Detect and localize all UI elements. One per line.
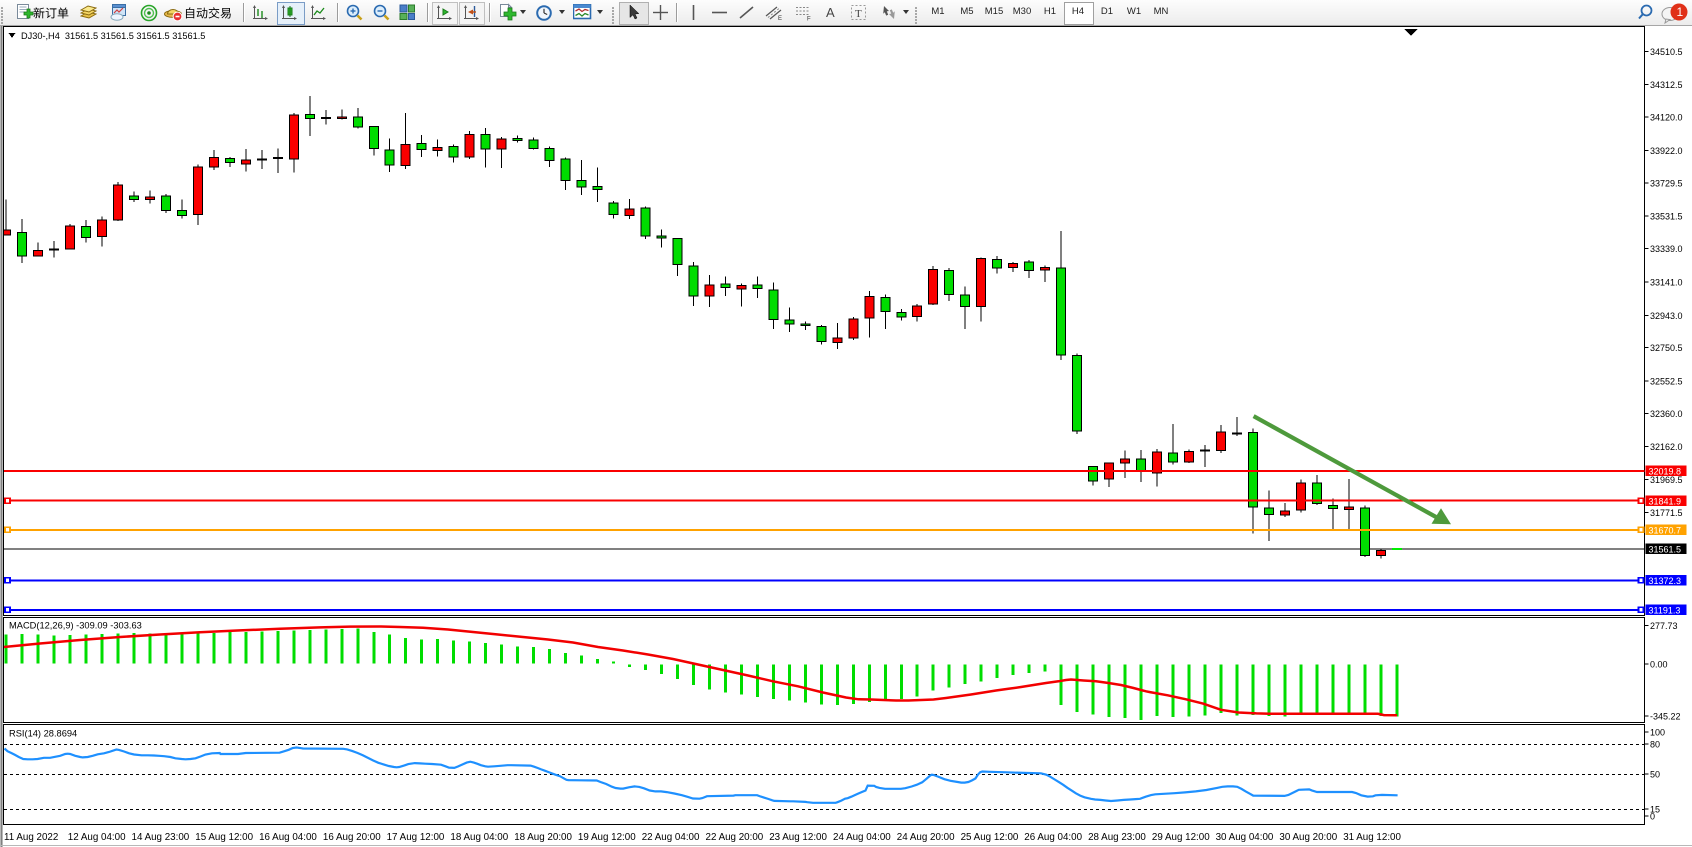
svg-text:18 Aug 20:00: 18 Aug 20:00 [514,832,572,843]
svg-text:E: E [778,16,782,21]
svg-text:F: F [807,17,811,22]
svg-text:16 Aug 20:00: 16 Aug 20:00 [323,832,381,843]
svg-text:14 Aug 23:00: 14 Aug 23:00 [132,832,190,843]
svg-text:33729.5: 33729.5 [1650,178,1683,188]
svg-text:1: 1 [1677,5,1684,19]
svg-text:31841.9: 31841.9 [1649,497,1682,507]
svg-text:16 Aug 04:00: 16 Aug 04:00 [259,832,317,843]
svg-text:25 Aug 12:00: 25 Aug 12:00 [961,832,1019,843]
svg-text:277.73: 277.73 [1650,621,1678,631]
svg-text:26 Aug 04:00: 26 Aug 04:00 [1024,832,1082,843]
svg-text:80: 80 [1650,740,1660,750]
svg-text:17 Aug 12:00: 17 Aug 12:00 [387,832,445,843]
svg-text:29 Aug 12:00: 29 Aug 12:00 [1152,832,1210,843]
svg-text:33339.0: 33339.0 [1650,244,1683,254]
svg-text:31670.7: 31670.7 [1649,526,1682,536]
svg-text:19 Aug 12:00: 19 Aug 12:00 [578,832,636,843]
svg-text:31191.3: 31191.3 [1649,606,1681,616]
svg-text:31969.5: 31969.5 [1650,475,1683,485]
svg-text:22 Aug 04:00: 22 Aug 04:00 [642,832,700,843]
svg-text:18 Aug 04:00: 18 Aug 04:00 [450,832,508,843]
svg-text:12 Aug 04:00: 12 Aug 04:00 [68,832,126,843]
svg-text:28 Aug 23:00: 28 Aug 23:00 [1088,832,1146,843]
svg-text:33141.0: 33141.0 [1650,277,1683,287]
svg-text:23 Aug 12:00: 23 Aug 12:00 [769,832,827,843]
svg-text:32019.8: 32019.8 [1649,467,1682,477]
svg-text:32552.5: 32552.5 [1650,377,1683,387]
svg-text:31 Aug 12:00: 31 Aug 12:00 [1343,832,1401,843]
svg-text:22 Aug 20:00: 22 Aug 20:00 [706,832,764,843]
svg-text:50: 50 [1650,770,1660,780]
svg-text:33531.5: 33531.5 [1650,212,1683,222]
svg-text:32360.0: 32360.0 [1650,409,1683,419]
svg-text:15: 15 [1650,805,1660,815]
svg-text:MACD(12,26,9) -309.09 -303.63: MACD(12,26,9) -309.09 -303.63 [9,621,142,631]
svg-text:15 Aug 12:00: 15 Aug 12:00 [195,832,253,843]
svg-text:30 Aug 20:00: 30 Aug 20:00 [1279,832,1337,843]
svg-text:RSI(14) 28.8694: RSI(14) 28.8694 [9,729,77,739]
svg-text:100: 100 [1650,728,1665,738]
svg-text:24 Aug 20:00: 24 Aug 20:00 [897,832,955,843]
svg-text:T: T [855,8,862,20]
svg-text:31561.5: 31561.5 [1649,544,1682,554]
svg-text:32943.0: 32943.0 [1650,311,1683,321]
svg-text:24 Aug 04:00: 24 Aug 04:00 [833,832,891,843]
svg-text:DJ30-,H4 31561.5 31561.5 3156: DJ30-,H4 31561.5 31561.5 31561.5 31561.5 [21,31,205,41]
svg-text:34312.5: 34312.5 [1650,80,1683,90]
svg-text:11 Aug 2022: 11 Aug 2022 [4,832,58,843]
svg-text:0.00: 0.00 [1650,660,1668,670]
svg-text:33922.0: 33922.0 [1650,146,1683,156]
svg-text:-345.22: -345.22 [1650,712,1681,722]
svg-text:0: 0 [1650,812,1655,822]
svg-text:31771.5: 31771.5 [1650,508,1683,518]
svg-text:30 Aug 04:00: 30 Aug 04:00 [1216,832,1274,843]
svg-text:32162.0: 32162.0 [1650,442,1683,452]
svg-text:31372.3: 31372.3 [1649,576,1682,586]
svg-text:32750.5: 32750.5 [1650,343,1683,353]
svg-text:34510.5: 34510.5 [1650,47,1683,57]
svg-text:34120.0: 34120.0 [1650,113,1683,123]
